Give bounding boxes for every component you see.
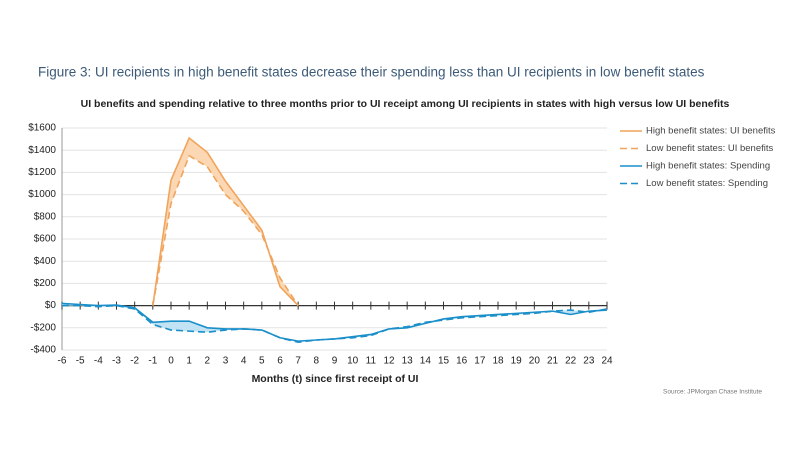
legend-label: Low benefit states: UI benefits	[646, 143, 774, 154]
x-tick-label: 18	[492, 356, 504, 367]
legend-label: High benefit states: Spending	[646, 161, 770, 172]
x-tick-label: -6	[58, 356, 67, 367]
x-tick-label: 5	[259, 356, 265, 367]
y-tick-label: $800	[34, 211, 57, 222]
x-tick-label: 10	[347, 356, 359, 367]
x-tick-label: 24	[601, 356, 613, 367]
x-tick-label: 17	[474, 356, 486, 367]
x-tick-label: 20	[529, 356, 541, 367]
gap-shading	[62, 303, 607, 343]
y-tick-label: $1400	[28, 145, 56, 156]
y-tick-label: $1200	[28, 167, 56, 178]
x-tick-label: 1	[186, 356, 192, 367]
x-tick-label: 4	[241, 356, 247, 367]
y-tick-label: -$400	[30, 345, 56, 356]
y-tick-label: $600	[34, 234, 57, 245]
x-tick-label: -5	[76, 356, 85, 367]
x-axis-label: Months (t) since first receipt of UI	[252, 373, 419, 385]
x-tick-label: 13	[402, 356, 414, 367]
x-tick-label: 8	[314, 356, 320, 367]
series-line	[62, 304, 608, 344]
x-tick-label: 22	[565, 356, 577, 367]
chart-title: Figure 3: UI recipients in high benefit …	[38, 65, 705, 80]
x-tick-label: 23	[583, 356, 595, 367]
y-tick-label: -$200	[30, 322, 56, 333]
series-line	[152, 154, 299, 307]
x-tick-label: -1	[148, 356, 157, 367]
x-tick-label: 3	[223, 356, 229, 367]
legend-label: High benefit states: UI benefits	[646, 126, 776, 137]
series-line	[152, 136, 299, 307]
x-tick-label: 15	[438, 356, 450, 367]
y-tick-label: $1000	[28, 189, 56, 200]
y-tick-label: $1600	[28, 123, 56, 134]
x-tick-label: 7	[295, 356, 301, 367]
y-tick-label: $400	[34, 256, 57, 267]
x-tick-label: 19	[511, 356, 523, 367]
gap-shading	[152, 137, 299, 306]
y-tick-label: $200	[34, 278, 57, 289]
x-tick-label: 2	[205, 356, 211, 367]
x-tick-label: 9	[332, 356, 338, 367]
x-tick-label: 12	[383, 356, 395, 367]
x-tick-label: 16	[456, 356, 468, 367]
x-tick-label: 21	[547, 356, 559, 367]
x-tick-label: -2	[130, 356, 139, 367]
y-tick-label: $0	[45, 300, 57, 311]
x-tick-label: -4	[94, 356, 103, 367]
source-note: Source: JPMorgan Chase Institute	[663, 389, 762, 396]
chart-subtitle: UI benefits and spending relative to thr…	[81, 98, 730, 110]
x-tick-label: 14	[420, 356, 432, 367]
x-tick-label: 6	[277, 356, 283, 367]
series-line	[61, 302, 608, 342]
legend-label: Low benefit states: Spending	[646, 178, 768, 189]
x-tick-label: -3	[112, 356, 121, 367]
x-tick-label: 11	[366, 356, 377, 367]
x-tick-label: 0	[168, 356, 174, 367]
